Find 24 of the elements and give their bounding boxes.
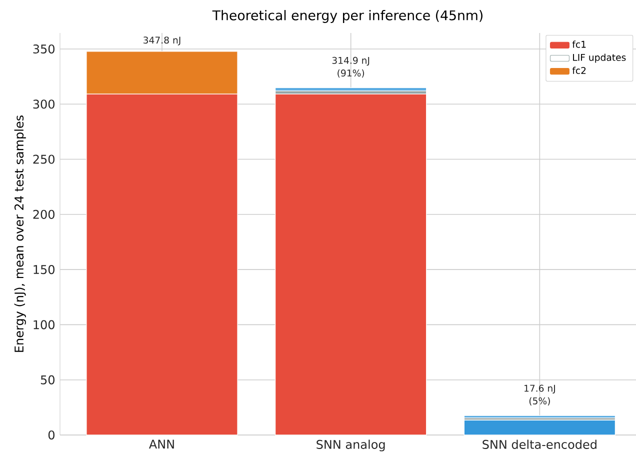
annotation: (5%) xyxy=(529,397,550,406)
y-tick-label: 350 xyxy=(33,44,54,54)
bar xyxy=(274,87,427,92)
y-tick-label: 250 xyxy=(33,154,54,164)
y-tick-label: 0 xyxy=(48,430,54,440)
bar xyxy=(464,420,616,436)
total-label: 314.9 nJ xyxy=(332,56,370,66)
y-tick-label: 50 xyxy=(40,375,54,384)
y-axis-title: Energy (nJ), mean over 24 test samples xyxy=(14,115,26,352)
total-label: 347.8 nJ xyxy=(144,36,180,46)
x-tick-label: ANN xyxy=(148,440,174,448)
annotation: (91%) xyxy=(338,69,364,78)
legend-label: fc1 xyxy=(572,40,586,48)
legend-label: LIF updates xyxy=(573,54,626,63)
total-label: 17.6 nJ xyxy=(524,384,555,394)
chart-title: Theoretical energy per inference (45nm) xyxy=(212,10,482,23)
y-tick-label: 300 xyxy=(33,100,54,109)
x-tick-label: SNN analog xyxy=(316,440,385,452)
bar xyxy=(274,94,427,436)
y-tick-label: 150 xyxy=(34,265,54,274)
legend-label: fc2 xyxy=(572,66,586,74)
y-tick-label: 100 xyxy=(34,320,54,330)
y-tick-label: 200 xyxy=(33,210,54,219)
x-tick-label: SNN delta-encoded xyxy=(482,440,596,449)
